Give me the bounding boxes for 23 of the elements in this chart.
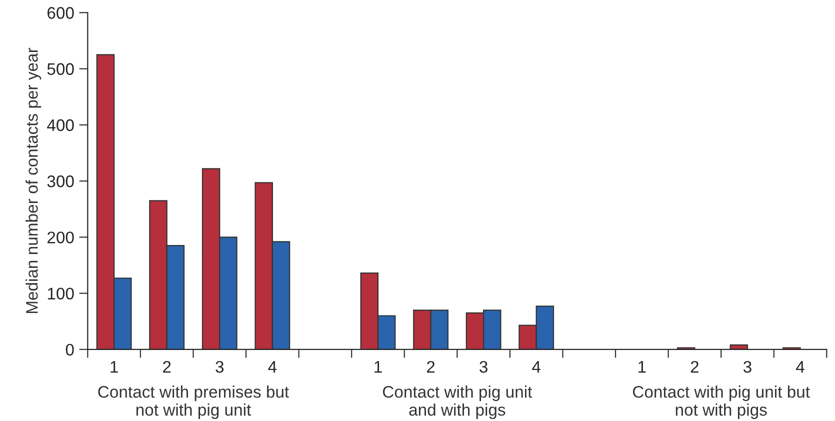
y-tick-label: 200 [48,232,74,244]
x-tick-label: 4 [532,361,540,373]
x-tick-label: 2 [426,360,435,373]
y-tick-label: 300 [47,175,74,188]
x-tick-label: 4 [268,361,277,373]
y-tick-label: 400 [47,119,74,132]
x-tick-label: 3 [480,360,488,373]
x-tick-label: 1 [374,361,382,373]
x-tick-label: 3 [743,360,752,373]
y-tick-label: 600 [48,7,74,19]
x-tick-label: 4 [796,361,804,373]
text: Contact with pig unit but not with pigs [632,386,810,420]
x-tick-label: 1 [110,361,118,373]
x-tick-label: 2 [690,360,698,373]
text: Contact with pig unit and with pigs [382,386,532,420]
x-tick-label: 3 [216,360,224,373]
y-axis-title: Median number of contacts per year [26,48,42,314]
text: Contact with premises but not with pig unit [98,386,289,420]
y-tick-label: 100 [48,288,74,300]
y-tick-label: 0 [66,344,74,356]
x-tick-label: 2 [163,360,171,373]
y-tick-label: 500 [47,63,74,75]
x-tick-label: 1 [638,361,646,373]
